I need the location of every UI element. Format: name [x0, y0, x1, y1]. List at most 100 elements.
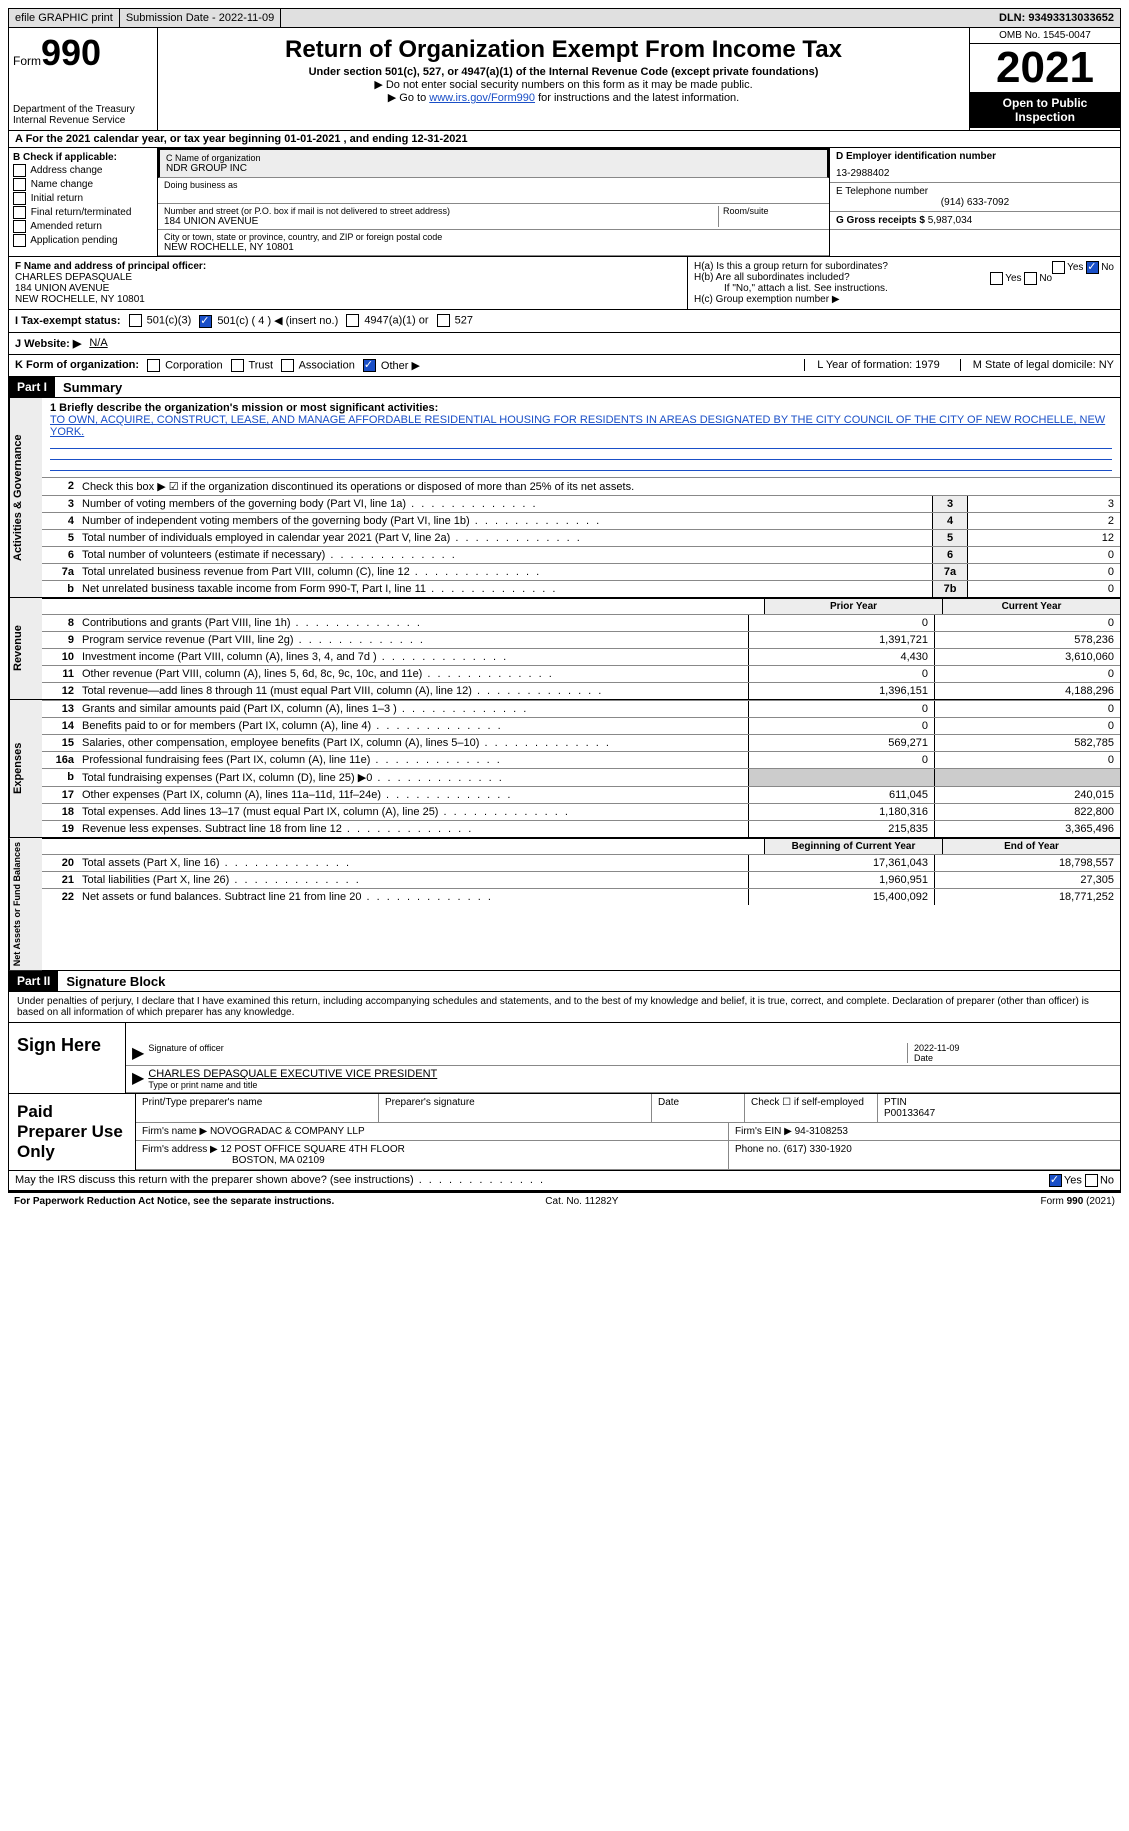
line-14: 14Benefits paid to or for members (Part …: [42, 717, 1120, 734]
addr-label: Number and street (or P.O. box if mail i…: [164, 206, 718, 216]
line-8: 8Contributions and grants (Part VIII, li…: [42, 614, 1120, 631]
checkbox-application-pending[interactable]: Application pending: [13, 234, 153, 247]
part1-badge: Part I: [9, 377, 55, 397]
street-address: 184 UNION AVENUE: [164, 216, 718, 227]
header: Form990 Department of the Treasury Inter…: [8, 28, 1121, 131]
name-title-label: Type or print name and title: [148, 1080, 1114, 1090]
col-end: End of Year: [942, 839, 1120, 854]
gross-label: G Gross receipts $: [836, 215, 925, 226]
checkbox-initial-return[interactable]: Initial return: [13, 192, 153, 205]
line-10: 10Investment income (Part VIII, column (…: [42, 648, 1120, 665]
footer-cat: Cat. No. 11282Y: [545, 1196, 618, 1207]
org-name-label: C Name of organization: [166, 153, 821, 163]
line-17: 17Other expenses (Part IX, column (A), l…: [42, 786, 1120, 803]
part2-title: Signature Block: [58, 974, 165, 989]
mission-label: 1 Briefly describe the organization's mi…: [50, 402, 438, 414]
line-4: 4Number of independent voting members of…: [42, 512, 1120, 529]
website-value: N/A: [89, 337, 107, 349]
org-name: NDR GROUP INC: [166, 163, 821, 174]
line-18: 18Total expenses. Add lines 13–17 (must …: [42, 803, 1120, 820]
irs-link[interactable]: www.irs.gov/Form990: [429, 92, 535, 104]
footer-right: Form 990 (2021): [1041, 1196, 1115, 1207]
firm-ein: 94-3108253: [795, 1126, 848, 1137]
firm-phone: (617) 330-1920: [783, 1144, 851, 1155]
self-emp: Check ☐ if self-employed: [745, 1094, 878, 1122]
side-net: Net Assets or Fund Balances: [9, 838, 42, 970]
sign-here-block: Sign Here ▶ Signature of officer 2022-11…: [8, 1023, 1121, 1094]
room-label: Room/suite: [723, 206, 823, 216]
part1-header-row: Part I Summary: [8, 377, 1121, 398]
omb-number: OMB No. 1545-0047: [970, 28, 1120, 44]
preparer-block: Paid Preparer Use Only Print/Type prepar…: [8, 1094, 1121, 1171]
submission-date: Submission Date - 2022-11-09: [120, 9, 281, 27]
line-7a: 7aTotal unrelated business revenue from …: [42, 563, 1120, 580]
hb-label: H(b) Are all subordinates included?: [694, 272, 850, 283]
line-21: 21Total liabilities (Part X, line 26)1,9…: [42, 871, 1120, 888]
officer-name: CHARLES DEPASQUALE: [15, 272, 132, 283]
line-13: 13Grants and similar amounts paid (Part …: [42, 700, 1120, 717]
inspection-label: Open to Public Inspection: [970, 92, 1120, 128]
ein-value: 13-2988402: [836, 168, 1114, 179]
part2-badge: Part II: [9, 971, 58, 991]
line-3: 3Number of voting members of the governi…: [42, 495, 1120, 512]
footer-left: For Paperwork Reduction Act Notice, see …: [14, 1196, 334, 1207]
form-title: Return of Organization Exempt From Incom…: [164, 36, 963, 64]
firm-addr1: 12 POST OFFICE SQUARE 4TH FLOOR: [221, 1144, 405, 1155]
sign-here-label: Sign Here: [9, 1023, 126, 1093]
checkbox-name-change[interactable]: Name change: [13, 178, 153, 191]
side-revenue: Revenue: [9, 598, 42, 699]
dba-label: Doing business as: [164, 180, 823, 190]
prep-name-label: Print/Type preparer's name: [136, 1094, 379, 1122]
line-19: 19Revenue less expenses. Subtract line 1…: [42, 820, 1120, 837]
box-b: B Check if applicable: Address change Na…: [9, 148, 158, 256]
line-22: 22Net assets or fund balances. Subtract …: [42, 888, 1120, 905]
ptin-value: P00133647: [884, 1108, 935, 1119]
line-5: 5Total number of individuals employed in…: [42, 529, 1120, 546]
firm-addr2: BOSTON, MA 02109: [142, 1155, 325, 1166]
line-6: 6Total number of volunteers (estimate if…: [42, 546, 1120, 563]
side-expenses: Expenses: [9, 700, 42, 837]
line2-text: Check this box ▶ ☑ if the organization d…: [78, 478, 1120, 495]
checkbox-address-change[interactable]: Address change: [13, 164, 153, 177]
line-16a: 16aProfessional fundraising fees (Part I…: [42, 751, 1120, 768]
line-11: 11Other revenue (Part VIII, column (A), …: [42, 665, 1120, 682]
officer-group-info: F Name and address of principal officer:…: [8, 257, 1121, 310]
checkbox-final-return-terminated[interactable]: Final return/terminated: [13, 206, 153, 219]
phone-value: (914) 633-7092: [836, 197, 1114, 208]
phone-label: E Telephone number: [836, 186, 1114, 197]
tax-year: 2021: [970, 44, 1120, 92]
top-bar: efile GRAPHIC print Submission Date - 20…: [8, 8, 1121, 28]
box-d: D Employer identification number 13-2988…: [829, 148, 1120, 256]
side-activities: Activities & Governance: [9, 398, 42, 597]
gross-value: 5,987,034: [928, 215, 973, 226]
ein-label: D Employer identification number: [836, 151, 996, 162]
website-row: J Website: ▶ N/A: [8, 333, 1121, 355]
paid-preparer-label: Paid Preparer Use Only: [9, 1094, 136, 1170]
line-12: 12Total revenue—add lines 8 through 11 (…: [42, 682, 1120, 699]
officer-city: NEW ROCHELLE, NY 10801: [15, 294, 145, 305]
mission-text: TO OWN, ACQUIRE, CONSTRUCT, LEASE, AND M…: [50, 414, 1105, 438]
line-20: 20Total assets (Part X, line 16)17,361,0…: [42, 854, 1120, 871]
org-form-row: K Form of organization: Corporation Trus…: [8, 355, 1121, 378]
city-label: City or town, state or province, country…: [164, 232, 823, 242]
col-prior: Prior Year: [764, 599, 942, 614]
part1-title: Summary: [55, 380, 122, 395]
sig-intro: Under penalties of perjury, I declare th…: [8, 992, 1121, 1023]
dln: DLN: 93493313033652: [993, 9, 1120, 27]
state-domicile: M State of legal domicile: NY: [960, 359, 1114, 371]
date-label: Date: [914, 1053, 1114, 1063]
discuss-row: May the IRS discuss this return with the…: [8, 1171, 1121, 1191]
year-formation: L Year of formation: 1979: [804, 359, 940, 371]
line-9: 9Program service revenue (Part VIII, lin…: [42, 631, 1120, 648]
col-current: Current Year: [942, 599, 1120, 614]
checkbox-amended-return[interactable]: Amended return: [13, 220, 153, 233]
dept-label: Department of the Treasury Internal Reve…: [13, 104, 153, 126]
entity-info: B Check if applicable: Address change Na…: [8, 148, 1121, 257]
note-ssn: ▶ Do not enter social security numbers o…: [164, 78, 963, 91]
efile-label[interactable]: efile GRAPHIC print: [9, 9, 120, 27]
prep-date-label: Date: [652, 1094, 745, 1122]
firm-name: NOVOGRADAC & COMPANY LLP: [210, 1126, 365, 1137]
col-begin: Beginning of Current Year: [764, 839, 942, 854]
part2-header-row: Part II Signature Block: [8, 971, 1121, 992]
box-c: C Name of organization NDR GROUP INC Doi…: [158, 148, 829, 256]
